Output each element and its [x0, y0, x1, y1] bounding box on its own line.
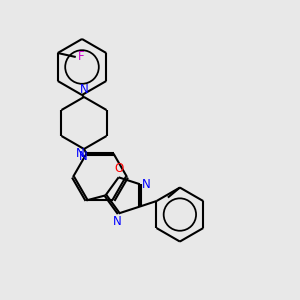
Text: N: N	[79, 150, 87, 163]
Text: N: N	[76, 147, 85, 160]
Text: F: F	[78, 50, 84, 64]
Text: N: N	[80, 83, 88, 96]
Text: O: O	[114, 162, 123, 175]
Text: N: N	[142, 178, 151, 191]
Text: N: N	[113, 215, 122, 229]
